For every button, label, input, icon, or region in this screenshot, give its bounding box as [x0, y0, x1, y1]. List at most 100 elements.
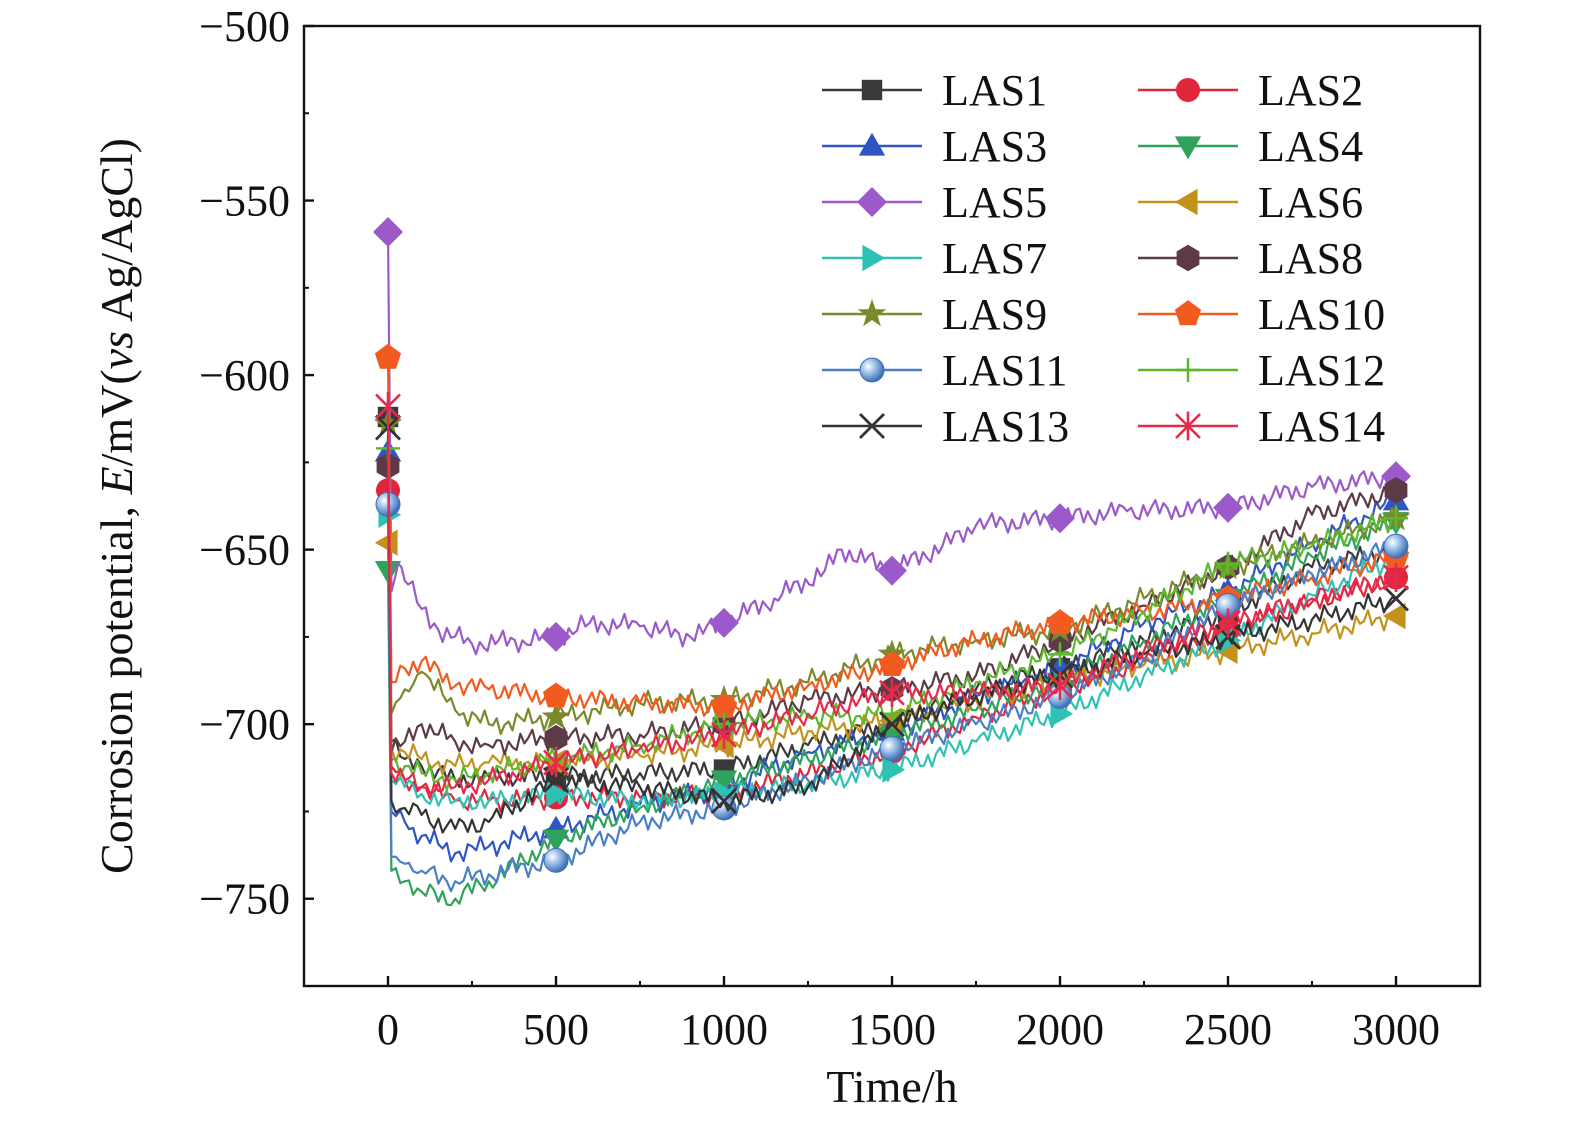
legend-item-las6: LAS6 — [1138, 178, 1363, 227]
legend-marker — [859, 357, 885, 383]
axes-layer: 0 500 1000 1500 2000 2500 3000 −500 −550 −600 −650… — [199, 2, 1440, 1054]
data-point-las11 — [879, 736, 905, 762]
legend-label: LAS3 — [942, 122, 1047, 171]
legend-item-las8: LAS8 — [1138, 234, 1363, 283]
legend-label: LAS5 — [942, 178, 1047, 227]
y-tick-label: −650 — [199, 526, 290, 575]
legend-item-las14: LAS14 — [1138, 402, 1385, 451]
legend: LAS1 LAS2 LAS3 LAS4 LAS5 LAS6 LAS7 LAS8 LAS9 LAS1… — [822, 66, 1385, 451]
data-point-las14 — [1215, 608, 1241, 638]
y-axis-title-prefix: Corrosion potential, — [91, 495, 142, 874]
data-point-las13 — [879, 711, 905, 738]
legend-marker — [1174, 188, 1198, 216]
legend-label: LAS10 — [1258, 290, 1385, 339]
legend-label: LAS6 — [1258, 178, 1363, 227]
y-axis-title: Corrosion potential, E/mV(vs Ag/AgCl) — [91, 138, 142, 874]
data-point-las11 — [543, 847, 569, 873]
legend-label: LAS8 — [1258, 234, 1363, 283]
y-axis-title-suffix: Ag/AgCl) — [91, 138, 142, 331]
legend-label: LAS1 — [942, 66, 1047, 115]
data-point-las11 — [1383, 533, 1409, 559]
legend-marker — [1174, 136, 1202, 160]
legend-item-las2: LAS2 — [1138, 66, 1363, 115]
legend-label: LAS7 — [942, 234, 1047, 283]
legend-item-las9: LAS9 — [822, 290, 1047, 339]
data-point-las5 — [1213, 492, 1243, 523]
data-point-las10 — [878, 651, 906, 676]
x-tick-label: 1500 — [848, 1005, 936, 1054]
legend-marker — [859, 413, 885, 439]
x-tick-label: 3000 — [1352, 1005, 1440, 1054]
legend-item-las1: LAS1 — [822, 66, 1047, 115]
legend-marker — [857, 187, 887, 217]
legend-marker — [1176, 78, 1200, 102]
data-point-las13 — [1383, 585, 1409, 612]
data-point-las14 — [711, 720, 737, 750]
data-point-las8 — [1384, 477, 1408, 504]
legend-label: LAS13 — [942, 402, 1069, 451]
data-point-las13 — [711, 787, 737, 814]
legend-label: LAS4 — [1258, 122, 1363, 171]
series-layer — [373, 217, 1411, 907]
legend-item-las5: LAS5 — [822, 178, 1047, 227]
x-axis-title: Time/h — [826, 1061, 957, 1112]
y-axis-title-symbol: E — [91, 466, 142, 495]
legend-label: LAS11 — [942, 346, 1068, 395]
data-point-las10 — [374, 343, 402, 369]
data-point-las7 — [882, 756, 906, 783]
data-point-las14 — [375, 392, 401, 421]
data-point-las5 — [541, 621, 571, 652]
legend-label: LAS12 — [1258, 346, 1385, 395]
legend-label: LAS9 — [942, 290, 1047, 339]
legend-item-las7: LAS7 — [822, 234, 1047, 283]
data-point-las14 — [1383, 563, 1409, 592]
legend-item-las3: LAS3 — [822, 122, 1047, 171]
legend-label: LAS2 — [1258, 66, 1363, 115]
data-point-las14 — [879, 678, 905, 708]
series-line-las5 — [386, 231, 1397, 656]
legend-marker — [1174, 300, 1202, 326]
legend-marker — [861, 79, 883, 101]
legend-marker — [858, 132, 886, 156]
data-point-las14 — [1047, 671, 1073, 701]
x-tick-label: 2000 — [1016, 1005, 1104, 1054]
data-point-las6 — [374, 529, 398, 556]
y-axis-title-vs: vs — [91, 331, 142, 369]
legend-item-las4: LAS4 — [1138, 122, 1363, 171]
y-tick-label: −500 — [199, 2, 290, 51]
y-tick-label: −550 — [199, 177, 290, 226]
legend-item-las11: LAS11 — [822, 346, 1068, 395]
x-tick-label: 0 — [377, 1005, 399, 1054]
data-point-las10 — [710, 692, 738, 718]
data-point-las14 — [543, 748, 569, 777]
data-point-las6 — [1382, 602, 1406, 630]
legend-label: LAS14 — [1258, 402, 1385, 451]
x-tick-label: 1000 — [680, 1005, 768, 1054]
series-las11 — [375, 491, 1409, 893]
data-point-las5 — [709, 607, 739, 638]
data-point-las5 — [877, 555, 907, 586]
legend-item-las10: LAS10 — [1138, 290, 1385, 339]
data-point-las5 — [1045, 503, 1075, 534]
y-axis-title-mid: /mV( — [91, 369, 142, 466]
legend-marker — [862, 244, 886, 272]
y-tick-label: −700 — [199, 700, 290, 749]
x-tick-label: 500 — [523, 1005, 589, 1054]
data-point-las10 — [542, 682, 570, 708]
data-point-las12 — [1216, 551, 1240, 576]
data-point-las4 — [542, 829, 570, 853]
data-point-las10 — [1046, 609, 1074, 635]
data-point-las12 — [1384, 506, 1408, 531]
series-las10 — [374, 343, 1410, 718]
data-point-las9 — [541, 702, 571, 730]
y-tick-label: −750 — [199, 875, 290, 924]
legend-item-las12: LAS12 — [1138, 346, 1385, 395]
legend-marker — [1176, 358, 1200, 382]
legend-marker — [1175, 411, 1201, 441]
data-point-las4 — [710, 770, 738, 794]
legend-item-las13: LAS13 — [822, 402, 1069, 451]
data-point-las5 — [373, 217, 403, 247]
series-las14 — [375, 392, 1409, 800]
legend-marker — [1176, 244, 1200, 272]
